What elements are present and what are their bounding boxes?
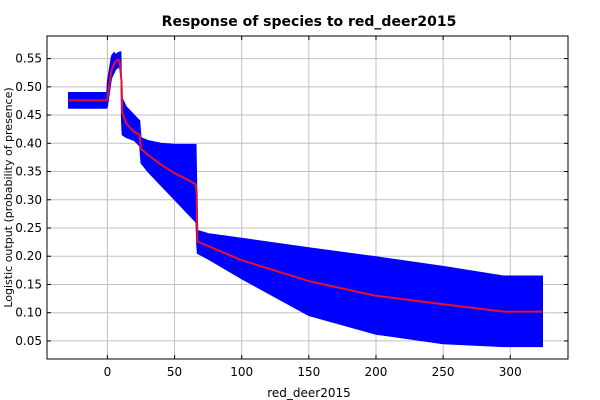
y-tick-label: 0.55 <box>15 52 42 66</box>
y-tick-label: 0.25 <box>15 221 42 235</box>
y-tick-label: 0.50 <box>15 80 42 94</box>
y-tick-label: 0.30 <box>15 193 42 207</box>
y-axis-label: Logistic output (probability of presence… <box>2 87 15 307</box>
y-tick-label: 0.15 <box>15 277 42 291</box>
x-tick-label: 50 <box>167 365 182 379</box>
y-tick-label: 0.45 <box>15 108 42 122</box>
x-axis-ticks: 0 50 100 150 200 250 300 <box>104 36 522 379</box>
x-tick-label: 150 <box>297 365 320 379</box>
y-axis-ticks: 0.05 0.10 0.15 0.20 0.25 0.30 0.35 0.40 0.45 0.50… <box>15 52 568 348</box>
x-tick-label: 250 <box>432 365 455 379</box>
y-tick-label: 0.10 <box>15 306 42 320</box>
x-tick-label: 200 <box>365 365 388 379</box>
plot-frame <box>46 35 569 360</box>
y-tick-label: 0.20 <box>15 249 42 263</box>
y-tick-label: 0.40 <box>15 136 42 150</box>
x-tick-label: 0 <box>104 365 112 379</box>
y-tick-label: 0.05 <box>15 334 42 348</box>
x-tick-label: 300 <box>499 365 522 379</box>
y-tick-label: 0.35 <box>15 165 42 179</box>
chart-title: Response of species to red_deer2015 <box>162 14 457 30</box>
x-tick-label: 100 <box>230 365 253 379</box>
mean-response-line <box>68 58 543 313</box>
mean-response <box>68 58 543 313</box>
x-axis-label: red_deer2015 <box>267 386 351 400</box>
